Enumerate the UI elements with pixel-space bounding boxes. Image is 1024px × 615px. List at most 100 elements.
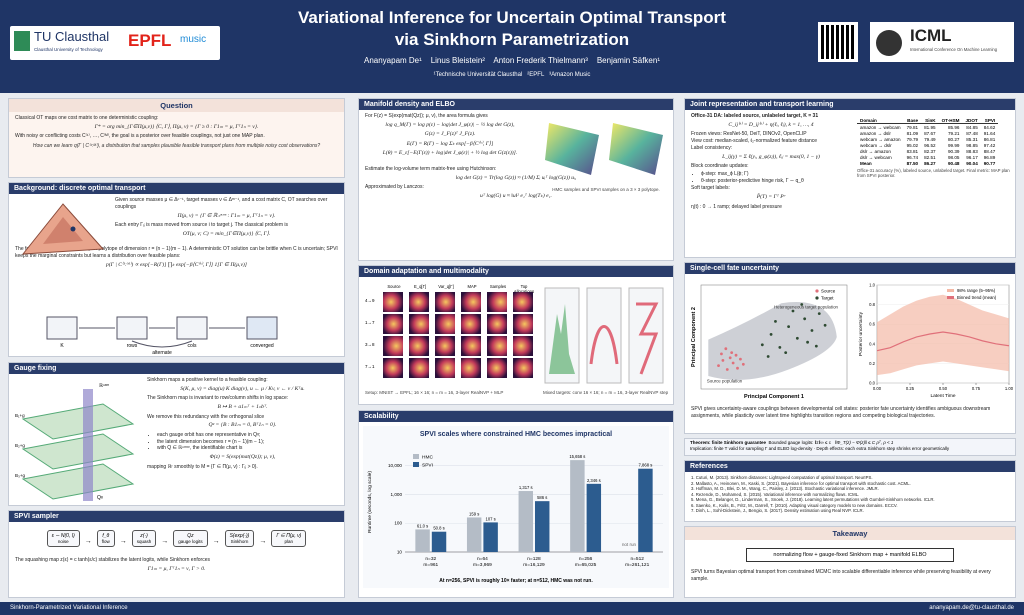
paragraph: η(t) : 0 → 1 ramp; delayed label pressur… (691, 203, 782, 210)
data-label: 61.0 s (417, 523, 428, 528)
table-cell: 98.05 (947, 154, 960, 160)
logo-text: EPFL (128, 31, 172, 50)
table-row: amazon → dslr 81.09 87.67 79.21 87.48 91.64 (857, 130, 998, 136)
bullet-list: each gauge orbit has one representative … (147, 432, 338, 452)
column-header: Samples (489, 284, 507, 289)
polytope-face (43, 217, 83, 244)
table-row: dslr → webcam 96.74 82.51 98.05 96.17 96.89 (857, 154, 998, 160)
table-caption: Office-31 accuracy (%), labeled source, … (857, 168, 1010, 178)
paragraph: We remove this redundancy with the ortho… (147, 413, 265, 420)
equation: Γ1ₘ = μ, Γᵀ1ₙ = ν, Γ > 0. (147, 565, 206, 572)
trend-line (876, 331, 1010, 352)
reference: 3. Hoffman, M. D., Blei, D. M., Wang, C.… (691, 486, 879, 492)
node-sublabel: gauge logits (178, 539, 203, 544)
section-body: Given source masses μ ∈ Δⁿ⁻¹, target mas… (109, 194, 344, 243)
equation: S(K, μ, ν) = diag(u) K diag(v), u ← μ / … (180, 385, 305, 392)
theorem-box: Theorem: finite Sinkhorn guarantee Bound… (684, 438, 1016, 456)
point (720, 352, 723, 356)
affiliations: ¹Technische Universität Clausthal ²EPFL … (433, 72, 591, 78)
point (717, 364, 720, 367)
section-body: For F(z) = S(exp(mat(Qz)); μ, ν), the ar… (359, 110, 541, 163)
thumbnail (461, 292, 481, 312)
table-cell: 96.89 (983, 154, 996, 160)
annotation: Source population (707, 379, 743, 384)
x-tick-label: n=128 (527, 556, 541, 562)
annotation: Heterogeneous target population (774, 304, 839, 309)
legend-label: 98% range (5–95%) (957, 288, 996, 293)
x-axis-label: Latent Time (930, 393, 955, 399)
logo-strip: ICML International Conference On Machine… (870, 22, 1014, 62)
point (766, 355, 770, 358)
point (810, 329, 814, 332)
chart-caption: At n=256, SPVI is roughly 10× faster; at… (439, 578, 593, 584)
histogram-shape (549, 304, 575, 374)
paragraph: Sinkhorn maps a positive kernel to a fea… (147, 377, 268, 383)
section: SPVI sampler ε ∼ N(0, I) noise → f_θ flow → z(… (8, 510, 345, 598)
x-axis-label: Principal Component 1 (744, 394, 804, 400)
chart-title: SPVI scales where constrained HMC become… (420, 431, 612, 438)
table-row: amazon → webcam 79.81 81.95 85.96 84.85 84.62 (857, 124, 998, 131)
y-axis-label: Posterior uncertainty (858, 311, 864, 356)
node-sublabel: noise (57, 539, 69, 544)
table-cell: 79.21 (947, 130, 960, 136)
section-title: Joint representation and transport learn… (685, 99, 1015, 110)
data-label: 7,868 s (639, 463, 653, 468)
table-row: webcam → amazon 79.79 79.49 80.27 85.31 86.81 (857, 136, 998, 142)
diagram-label: rows (127, 343, 138, 349)
table-cell: amazon → webcam (860, 124, 901, 130)
section-title: Background: discrete optimal transport (9, 183, 344, 194)
bar (415, 529, 430, 552)
flow-node: Γ ∈ Π(μ, ν) plan (271, 530, 307, 547)
table-cell: 81.95 (924, 124, 936, 130)
bar (570, 460, 585, 552)
table-header: Base (903, 117, 922, 124)
point (784, 351, 788, 354)
y-tick-label: 1.0 (869, 283, 875, 288)
logo-icon (876, 30, 902, 56)
point (800, 303, 804, 306)
legend-label: Binned trend (mean) (957, 295, 997, 300)
section: Question Classical OT maps one cost matr… (8, 98, 345, 178)
author: Benjamin Säfken¹ (596, 56, 660, 65)
section-body: Estimate the log-volume term matrix-free… (359, 163, 673, 206)
point (734, 353, 738, 357)
y-tick-label: 0.8 (869, 302, 875, 307)
paragraph: Block coordinate updates: (691, 163, 749, 170)
table-cell: 79.81 (906, 124, 919, 130)
node-sublabel: squash (136, 539, 152, 544)
section-title: Gauge fixing (9, 363, 344, 374)
arrow (131, 340, 193, 348)
equation: Π(μ, ν) = {Γ ∈ ℝ₊ⁿˣᵐ : Γ1ₘ = μ, Γᵀ1ₙ = ν… (177, 212, 276, 219)
thumbnail (513, 358, 533, 378)
thumbnail (383, 292, 403, 312)
thumbnail (435, 358, 455, 378)
bar (535, 501, 550, 552)
digit-shape (636, 302, 659, 375)
polytope-figure (21, 203, 105, 255)
data-label: 50.8 s (433, 526, 444, 531)
reference: 4. Rezende, D., Mohamed, S. (2015). Vari… (691, 491, 860, 497)
equation: Φ(z) = S(exp(mat(Qz)); μ, ν), (209, 454, 276, 461)
node-sublabel: flow (101, 539, 110, 544)
plot-background (363, 426, 669, 588)
diagram-label: ℝⁿˣᵐ (99, 383, 109, 389)
table-cell: webcam → dslr (860, 142, 892, 148)
node-label: Qz (187, 533, 194, 539)
legend-swatch (947, 296, 954, 299)
equation: p(Γ | C⁽¹:ᴹ⁾) ∝ exp[−R(Γ)] ∏ₖ exp[−β⟨C⁽ᵏ… (106, 261, 247, 268)
data-label: 2,346 s (587, 478, 601, 483)
author: Linus Bleistein² (430, 56, 485, 65)
table-cell: 86.27 (924, 160, 936, 166)
point (730, 351, 734, 354)
matrix (246, 316, 278, 340)
table-cell: 96.17 (966, 154, 978, 160)
section-title: References (685, 461, 1015, 472)
legend-label: SPVI (422, 463, 433, 469)
logo-text: ICML (910, 26, 952, 45)
point (769, 333, 773, 336)
point (724, 347, 728, 351)
x-tick-label: n=256 (579, 556, 593, 562)
row-label: 4→9 (365, 298, 375, 303)
table-cell: 84.62 (983, 124, 996, 130)
data-label: 159 s (469, 511, 479, 516)
